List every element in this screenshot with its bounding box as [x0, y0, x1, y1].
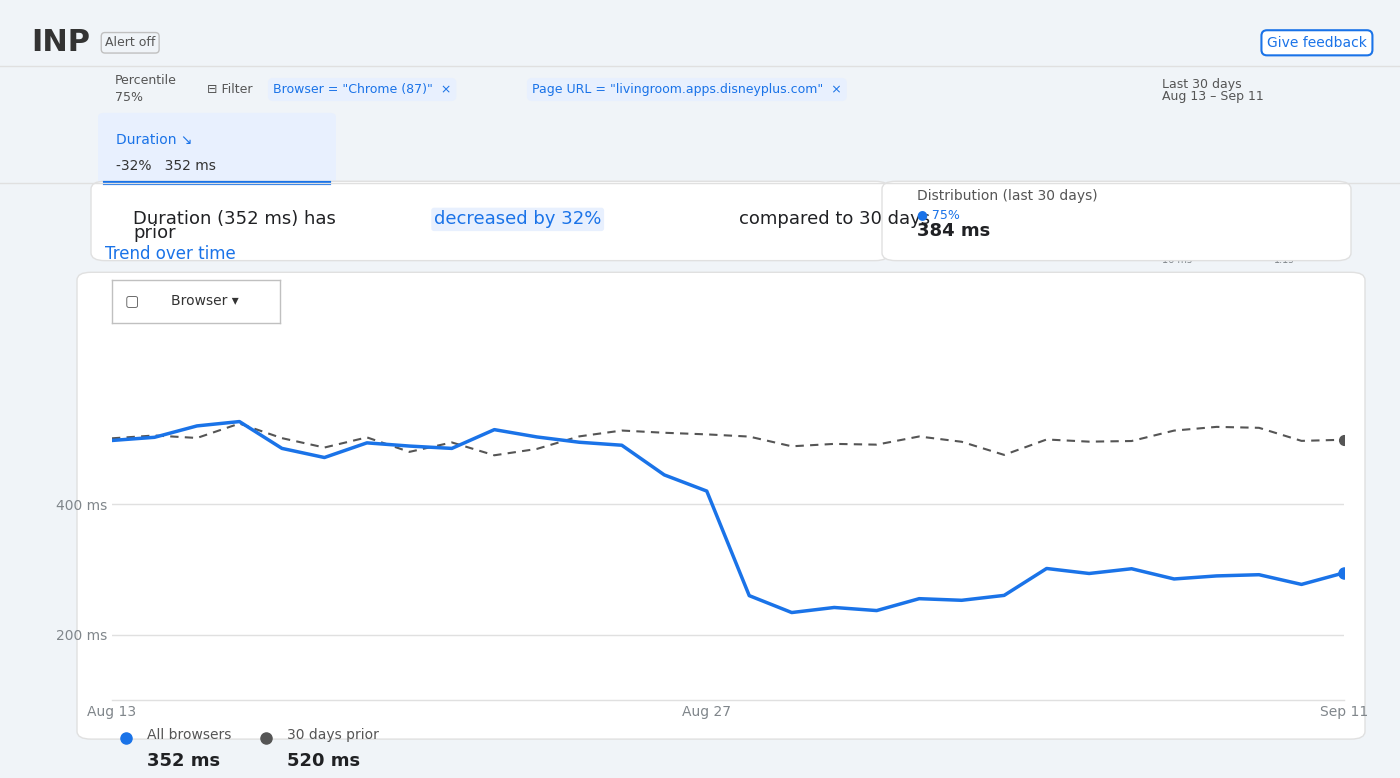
Text: 16 ms: 16 ms	[1162, 254, 1191, 265]
Text: 352 ms: 352 ms	[147, 752, 220, 770]
Text: Browser = "Chrome (87)"  ×: Browser = "Chrome (87)" ×	[273, 83, 451, 96]
Text: Duration (352 ms) has: Duration (352 ms) has	[133, 210, 342, 229]
Text: Alert off: Alert off	[105, 37, 155, 49]
Text: 520 ms: 520 ms	[287, 752, 360, 770]
Text: ● 75%: ● 75%	[917, 209, 960, 221]
Text: Duration ↘: Duration ↘	[116, 133, 193, 147]
Text: Last 30 days: Last 30 days	[1162, 78, 1242, 90]
Text: -32%   352 ms: -32% 352 ms	[116, 159, 216, 173]
Text: prior: prior	[133, 224, 175, 243]
Text: Page URL = "livingroom.apps.disneyplus.com"  ×: Page URL = "livingroom.apps.disneyplus.c…	[532, 83, 841, 96]
Text: Percentile
75%: Percentile 75%	[115, 75, 176, 104]
Text: Aug 13 – Sep 11: Aug 13 – Sep 11	[1162, 90, 1264, 103]
Text: All browsers: All browsers	[147, 728, 231, 742]
Text: Trend over time: Trend over time	[105, 245, 235, 263]
Text: 30 days prior: 30 days prior	[287, 728, 379, 742]
Text: Give feedback: Give feedback	[1267, 36, 1366, 50]
Text: 384 ms: 384 ms	[917, 222, 990, 240]
Text: decreased by 32%: decreased by 32%	[434, 210, 602, 229]
Text: compared to 30 days: compared to 30 days	[739, 210, 931, 229]
Text: Distribution (last 30 days): Distribution (last 30 days)	[917, 189, 1098, 203]
Text: Browser ▾: Browser ▾	[171, 295, 238, 308]
Text: INP: INP	[31, 28, 90, 58]
Text: ⊟ Filter: ⊟ Filter	[207, 83, 252, 96]
Text: 1.1s: 1.1s	[1274, 254, 1295, 265]
Text: ▢: ▢	[125, 294, 140, 309]
